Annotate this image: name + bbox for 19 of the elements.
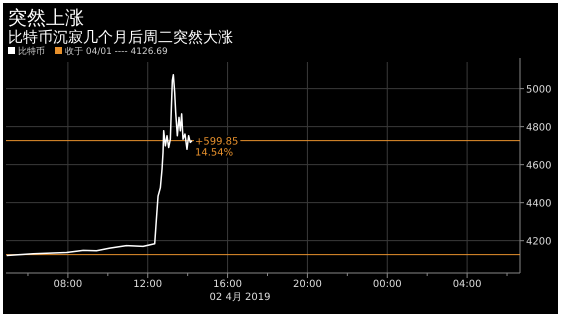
x-axis-title: 02 4月 2019: [210, 292, 270, 303]
legend-label: 收于 04/01 ---- 4126.69: [65, 46, 168, 57]
x-tick-label: 00:00: [372, 279, 402, 290]
x-tick-label: 12:00: [133, 279, 162, 290]
x-tick-label: 20:00: [293, 279, 322, 290]
x-tick-label: 08:00: [53, 279, 82, 290]
y-tick-label: 4400: [526, 198, 552, 210]
annotation: 14.54%: [194, 148, 234, 159]
y-tick-label: 4800: [526, 122, 552, 134]
x-tick-label: 16:00: [213, 279, 242, 290]
legend-label: 比特币: [18, 46, 45, 57]
line-series: [6, 74, 193, 256]
annotation: +599.85: [194, 136, 238, 148]
chart-title: 突然上涨: [8, 7, 84, 29]
y-tick-label: 5000: [526, 84, 552, 96]
y-tick-label: 4200: [526, 236, 552, 248]
chart-subtitle: 比特币沉寂几个月后周二突然大涨: [8, 29, 233, 46]
y-tick-label: 4600: [526, 160, 552, 172]
x-tick-label: 04:00: [452, 279, 482, 290]
